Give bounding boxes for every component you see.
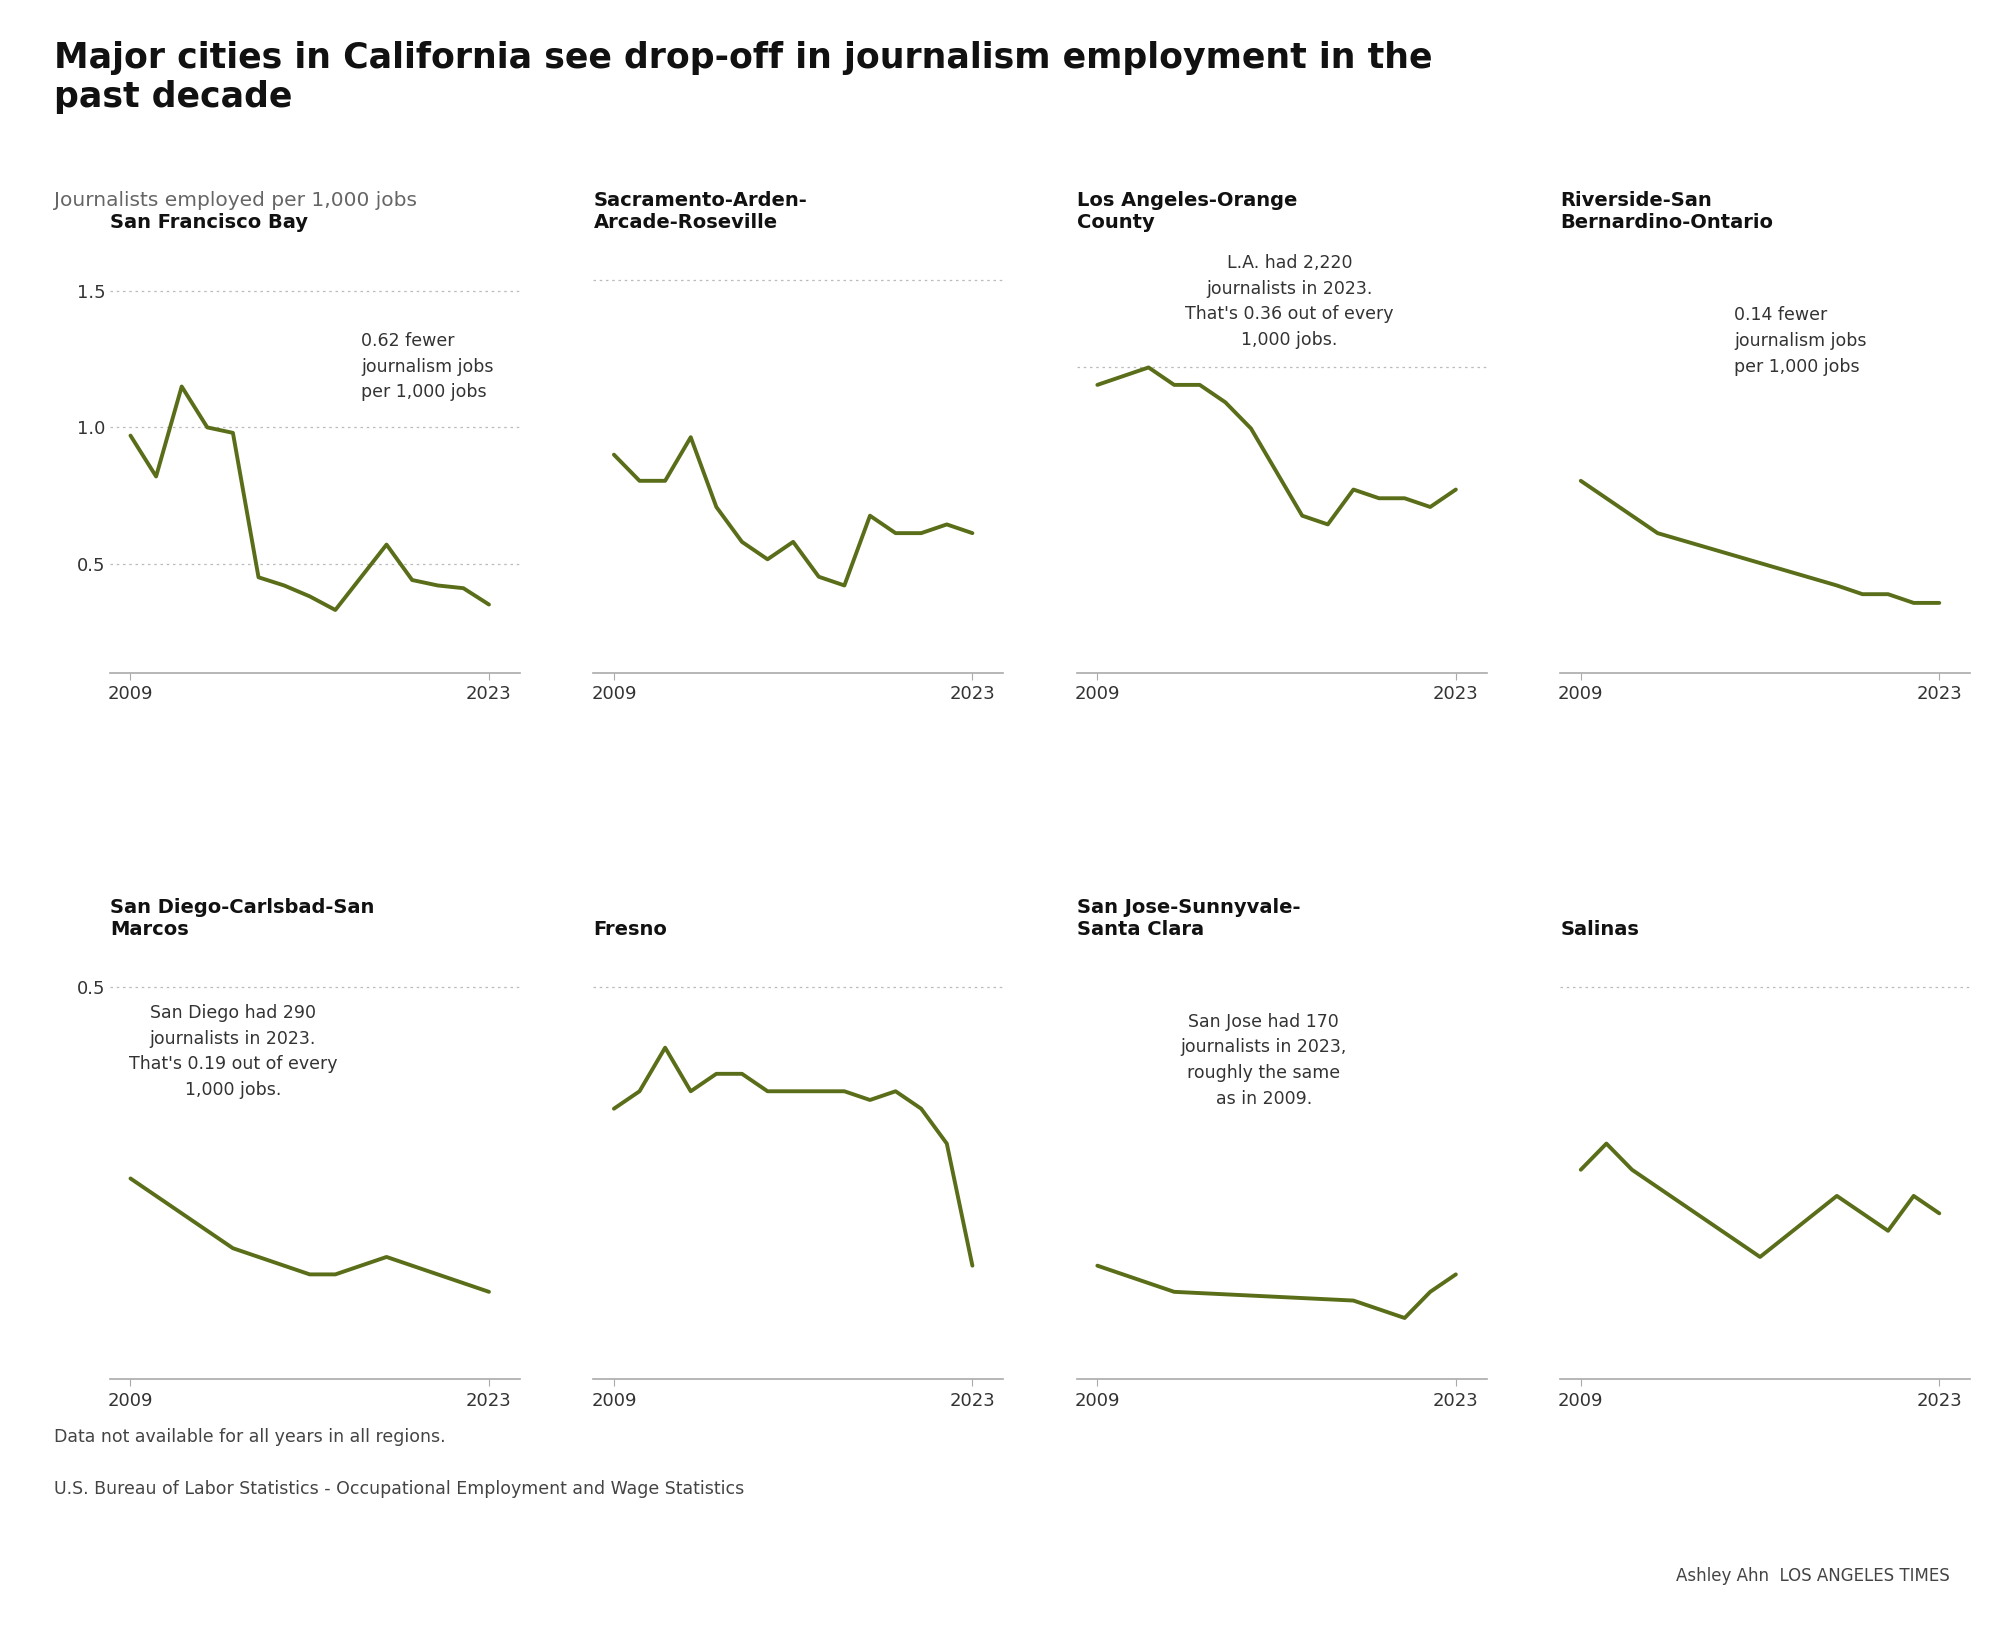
Text: San Diego-Carlsbad-San
Marcos: San Diego-Carlsbad-San Marcos [110, 898, 374, 938]
Text: Journalists employed per 1,000 jobs: Journalists employed per 1,000 jobs [54, 191, 416, 211]
Text: San Jose-Sunnyvale-
Santa Clara: San Jose-Sunnyvale- Santa Clara [1076, 898, 1300, 938]
Text: Major cities in California see drop-off in journalism employment in the
past dec: Major cities in California see drop-off … [54, 41, 1432, 114]
Text: Riverside-San
Bernardino-Ontario: Riverside-San Bernardino-Ontario [1560, 191, 1774, 232]
Text: Fresno: Fresno [594, 920, 668, 938]
Text: 0.62 fewer
journalism jobs
per 1,000 jobs: 0.62 fewer journalism jobs per 1,000 job… [360, 331, 494, 401]
Text: San Diego had 290
journalists in 2023.
That's 0.19 out of every
1,000 jobs.: San Diego had 290 journalists in 2023. T… [128, 1004, 338, 1100]
Text: 0.14 fewer
journalism jobs
per 1,000 jobs: 0.14 fewer journalism jobs per 1,000 job… [1734, 307, 1866, 375]
Text: Los Angeles-Orange
County: Los Angeles-Orange County [1076, 191, 1298, 232]
Text: San Francisco Bay: San Francisco Bay [110, 214, 308, 232]
Text: Ashley Ahn  LOS ANGELES TIMES: Ashley Ahn LOS ANGELES TIMES [1676, 1567, 1950, 1585]
Text: Sacramento-Arden-
Arcade-Roseville: Sacramento-Arden- Arcade-Roseville [594, 191, 808, 232]
Text: Salinas: Salinas [1560, 920, 1640, 938]
Text: San Jose had 170
journalists in 2023,
roughly the same
as in 2009.: San Jose had 170 journalists in 2023, ro… [1180, 1013, 1346, 1108]
Text: L.A. had 2,220
journalists in 2023.
That's 0.36 out of every
1,000 jobs.: L.A. had 2,220 journalists in 2023. That… [1186, 255, 1394, 349]
Text: U.S. Bureau of Labor Statistics - Occupational Employment and Wage Statistics: U.S. Bureau of Labor Statistics - Occupa… [54, 1480, 744, 1498]
Text: Data not available for all years in all regions.: Data not available for all years in all … [54, 1428, 446, 1446]
